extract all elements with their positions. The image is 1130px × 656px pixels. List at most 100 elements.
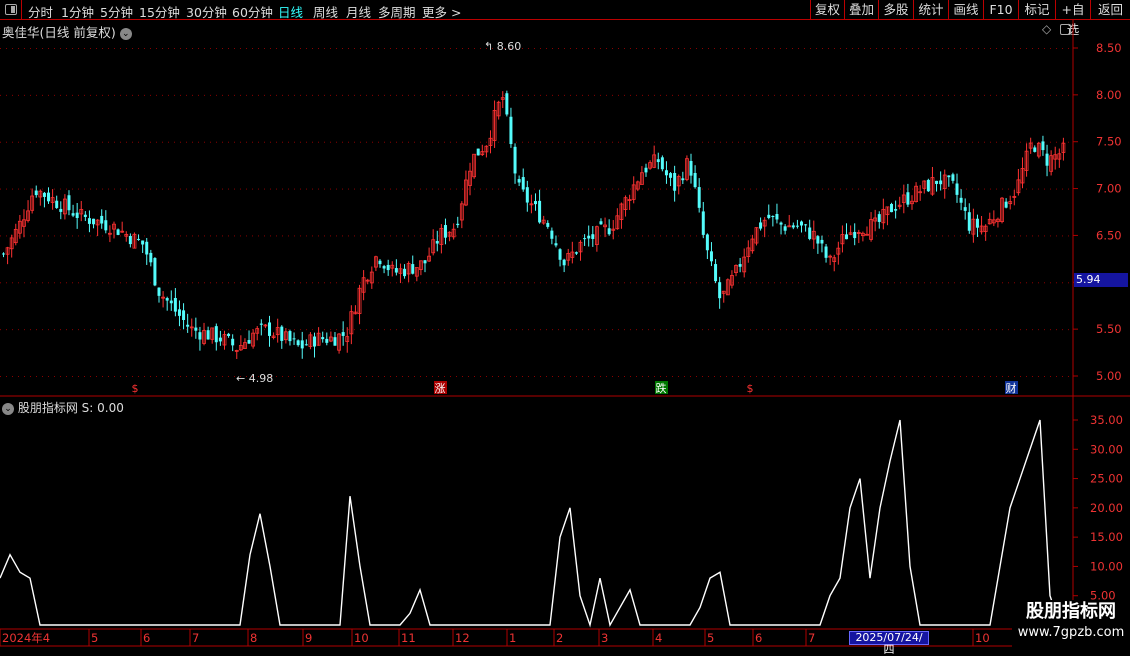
period-tab[interactable]: 5分钟 <box>100 5 133 20</box>
grid-dot <box>840 188 841 190</box>
chevron-down-icon[interactable]: ⌄ <box>119 27 132 40</box>
diamond-icon[interactable]: ◇ <box>1042 22 1052 36</box>
period-tab[interactable]: 多周期 <box>378 5 416 20</box>
grid-dot <box>48 376 49 377</box>
grid-dot <box>534 48 535 49</box>
grid-dot <box>318 235 319 237</box>
grid-dot <box>582 48 583 49</box>
grid-dot <box>438 141 439 143</box>
period-tab[interactable]: 分时 <box>28 5 54 20</box>
grid-dot <box>468 282 469 284</box>
candle-body <box>149 252 153 263</box>
candle-body <box>210 327 215 340</box>
grid-dot <box>276 282 277 284</box>
grid-dot <box>300 94 301 96</box>
grid-dot <box>324 94 325 96</box>
grid-dot <box>540 188 541 190</box>
grid-dot <box>930 235 931 237</box>
toolbar-button[interactable]: 叠加 <box>844 0 878 20</box>
toolbar-button[interactable]: 画线 <box>948 0 983 20</box>
grid-dot <box>684 282 685 284</box>
grid-dot <box>732 94 733 96</box>
period-tab[interactable]: 1分钟 <box>61 5 94 20</box>
grid-dot <box>1056 235 1057 237</box>
grid-dot <box>480 94 481 96</box>
grid-dot <box>1020 141 1021 143</box>
period-tab[interactable]: 月线 <box>346 5 372 20</box>
toolbar-button[interactable]: 复权 <box>810 0 844 20</box>
period-tab[interactable]: 日线 <box>278 5 304 20</box>
grid-dot <box>918 141 919 143</box>
grid-dot <box>1044 329 1045 331</box>
grid-dot <box>558 141 559 143</box>
toolbar-button[interactable]: 返回 <box>1090 0 1130 20</box>
candle-body <box>730 275 734 286</box>
panel-icon[interactable] <box>1060 24 1071 35</box>
grid-dot <box>642 141 643 143</box>
candle-body <box>427 255 432 262</box>
grid-dot <box>426 48 427 49</box>
candle-body <box>578 241 583 253</box>
period-tab[interactable]: 60分钟 <box>232 5 273 20</box>
period-tab[interactable]: 15分钟 <box>139 5 180 20</box>
candle-body <box>382 266 386 269</box>
grid-dot <box>90 329 91 331</box>
grid-dot <box>132 141 133 143</box>
grid-dot <box>870 141 871 143</box>
grid-dot <box>606 141 607 143</box>
candle-body <box>971 218 976 235</box>
grid-dot <box>768 94 769 96</box>
grid-dot <box>792 282 793 284</box>
grid-dot <box>372 48 373 49</box>
grid-dot <box>690 329 691 331</box>
grid-dot <box>1062 235 1063 237</box>
candle-body <box>333 337 337 346</box>
grid-dot <box>18 188 19 190</box>
grid-dot <box>516 282 517 284</box>
grid-dot <box>150 235 151 237</box>
grid-dot <box>246 48 247 49</box>
toolbar-button[interactable]: 多股 <box>878 0 913 20</box>
grid-dot <box>30 141 31 143</box>
candle-body <box>534 201 537 205</box>
grid-dot <box>864 94 865 96</box>
grid-dot <box>408 282 409 284</box>
grid-dot <box>144 94 145 96</box>
grid-dot <box>474 329 475 331</box>
indicator-title[interactable]: ⌄ 股朋指标网 S: 0.00 <box>2 399 124 416</box>
x-tick-label: 6 <box>755 631 762 645</box>
x-tick-label: 7 <box>808 631 815 645</box>
toolbar-button[interactable]: 统计 <box>913 0 948 20</box>
period-tab[interactable]: 更多 > <box>422 5 462 20</box>
grid-dot <box>90 282 91 284</box>
grid-dot <box>204 235 205 237</box>
grid-dot <box>228 48 229 49</box>
grid-dot <box>312 329 313 331</box>
period-tab[interactable]: 周线 <box>313 5 339 20</box>
grid-dot <box>1008 48 1009 49</box>
grid-dot <box>624 282 625 284</box>
grid-dot <box>522 235 523 237</box>
grid-dot <box>702 48 703 49</box>
grid-dot <box>990 141 991 143</box>
period-tab[interactable]: 30分钟 <box>186 5 227 20</box>
grid-dot <box>264 141 265 143</box>
toolbar-button[interactable]: 标记 <box>1018 0 1055 20</box>
grid-dot <box>540 141 541 143</box>
stock-title[interactable]: 奥佳华(日线 前复权) ⌄ <box>2 22 132 41</box>
grid-dot <box>726 235 727 237</box>
grid-dot <box>1068 48 1069 49</box>
grid-dot <box>486 235 487 237</box>
grid-dot <box>702 188 703 190</box>
candle-body <box>775 213 779 220</box>
grid-dot <box>420 329 421 331</box>
layout-toggle-button[interactable] <box>0 0 22 20</box>
toolbar-button[interactable]: F10 <box>983 0 1018 20</box>
grid-dot <box>162 188 163 190</box>
grid-dot <box>720 94 721 96</box>
grid-dot <box>1014 282 1015 284</box>
grid-dot <box>180 329 181 331</box>
chevron-down-icon[interactable]: ⌄ <box>2 402 14 415</box>
grid-dot <box>816 48 817 49</box>
